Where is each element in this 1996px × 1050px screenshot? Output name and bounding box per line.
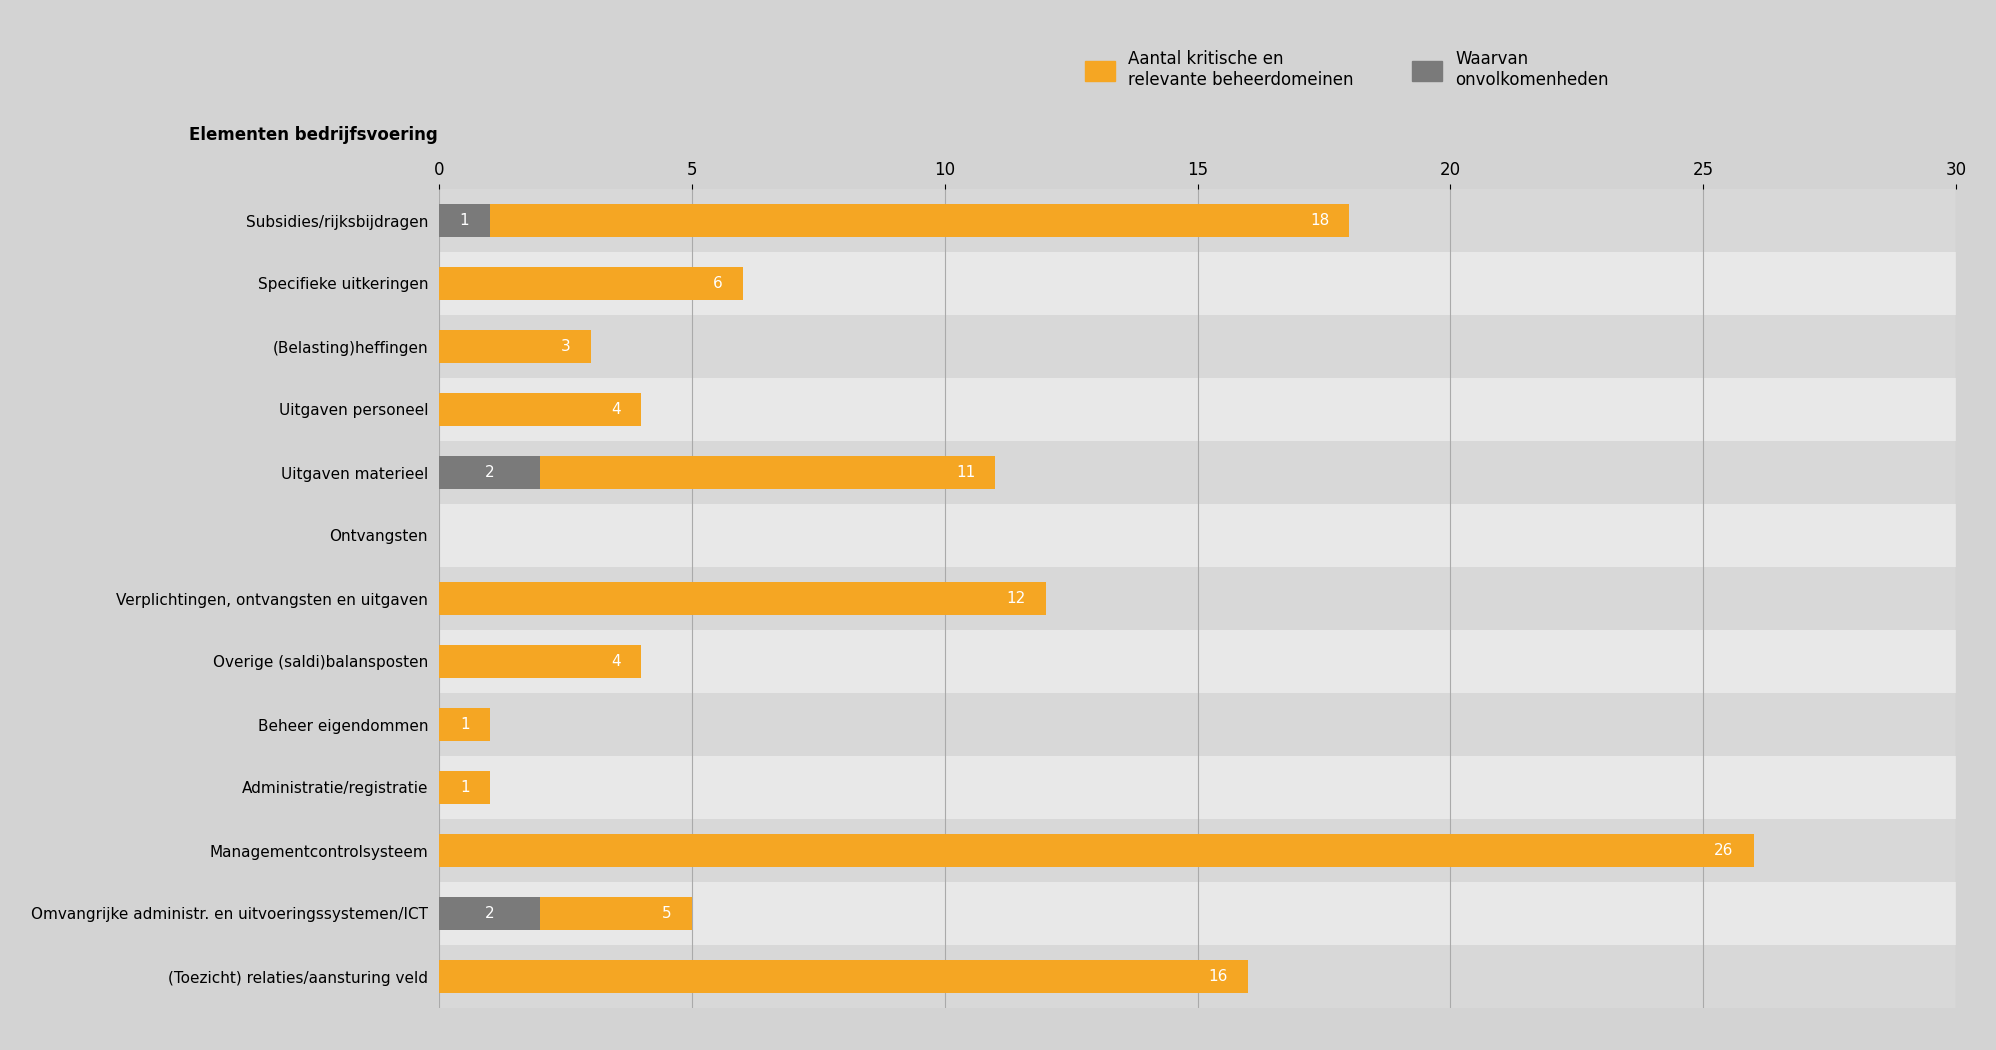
Text: 4: 4 (611, 402, 621, 417)
Bar (439, 252, 1956, 315)
Bar (439, 882, 1956, 945)
Text: 12: 12 (1006, 591, 1026, 606)
Bar (439, 630, 1956, 693)
Bar (439, 330, 591, 363)
Bar (439, 834, 1754, 867)
Text: 2: 2 (485, 906, 495, 921)
Bar (439, 567, 1956, 630)
Text: 16: 16 (1208, 969, 1228, 984)
Bar (439, 897, 541, 930)
Bar (439, 945, 1956, 1008)
Text: 1: 1 (459, 717, 469, 732)
Bar (439, 708, 489, 741)
Bar (439, 960, 1248, 993)
Bar (439, 756, 1956, 819)
Text: 2: 2 (485, 465, 495, 480)
Bar (439, 393, 641, 426)
Text: 1: 1 (459, 213, 469, 228)
Text: 4: 4 (611, 654, 621, 669)
Bar (439, 315, 1956, 378)
Bar (439, 693, 1956, 756)
Bar (439, 456, 541, 489)
Bar (439, 378, 1956, 441)
Text: 5: 5 (663, 906, 673, 921)
Bar (439, 504, 1956, 567)
Bar (439, 897, 693, 930)
Bar (439, 582, 1046, 615)
Text: 11: 11 (956, 465, 976, 480)
Text: 1: 1 (459, 780, 469, 795)
Bar (439, 267, 743, 300)
Text: 18: 18 (1309, 213, 1329, 228)
Bar (439, 441, 1956, 504)
Bar (439, 645, 641, 678)
Bar (439, 189, 1956, 252)
Bar (439, 819, 1956, 882)
Text: 6: 6 (713, 276, 723, 291)
Bar (439, 204, 489, 237)
Bar (439, 771, 489, 804)
Bar (439, 204, 1349, 237)
Text: 3: 3 (561, 339, 571, 354)
Text: 26: 26 (1715, 843, 1735, 858)
Bar (439, 456, 996, 489)
Text: Elementen bedrijfsvoering: Elementen bedrijfsvoering (190, 126, 437, 144)
Legend: Aantal kritische en
relevante beheerdomeinen, Waarvan
onvolkomenheden: Aantal kritische en relevante beheerdome… (1084, 50, 1609, 88)
